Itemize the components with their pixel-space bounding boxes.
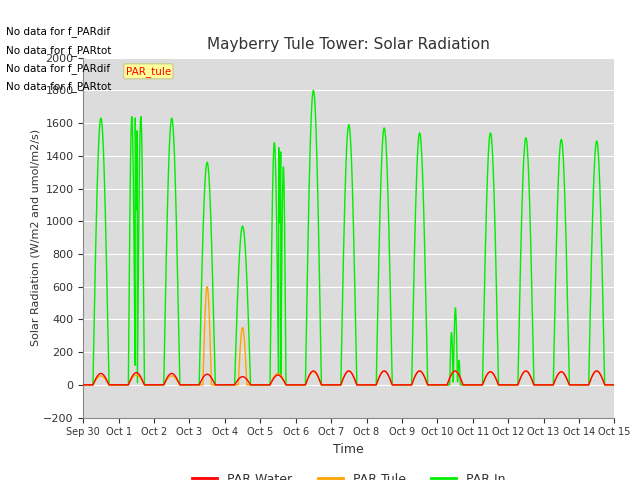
Text: No data for f_PARtot: No data for f_PARtot	[6, 45, 112, 56]
Y-axis label: Solar Radiation (W/m2 and umol/m2/s): Solar Radiation (W/m2 and umol/m2/s)	[30, 129, 40, 346]
Title: Mayberry Tule Tower: Solar Radiation: Mayberry Tule Tower: Solar Radiation	[207, 37, 490, 52]
X-axis label: Time: Time	[333, 443, 364, 456]
Legend: PAR Water, PAR Tule, PAR In: PAR Water, PAR Tule, PAR In	[188, 468, 510, 480]
Text: No data for f_PARdif: No data for f_PARdif	[6, 26, 111, 37]
Text: No data for f_PARdif: No data for f_PARdif	[6, 63, 111, 74]
Text: No data for f_PARtot: No data for f_PARtot	[6, 81, 112, 92]
Text: PAR_tule: PAR_tule	[125, 66, 171, 77]
